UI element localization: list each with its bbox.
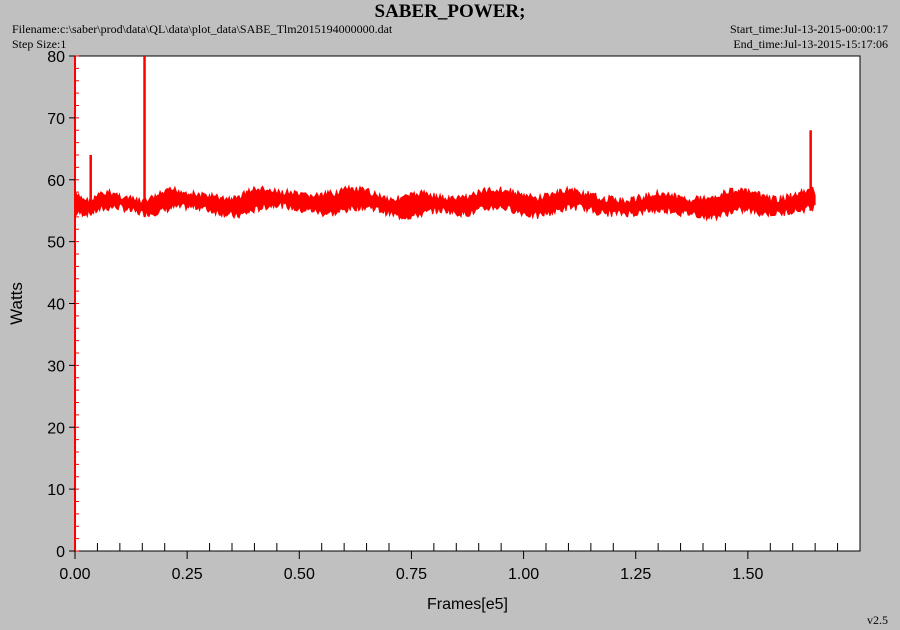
x-tick-label: 1.25 [620,566,651,583]
x-tick-label: 0.75 [396,566,427,583]
y-tick-label: 50 [47,235,65,252]
filename-label: Filename:c:\saber\prod\data\QL\data\plot… [12,22,393,36]
chart-title: SABER_POWER; [374,1,526,22]
x-tick-label: 0.25 [172,566,203,583]
x-tick-label: 0.50 [284,566,315,583]
step-size-label: Step Size:1 [12,37,67,51]
end-time-label: End_time:Jul-13-2015-15:17:06 [733,37,888,51]
y-tick-label: 40 [47,297,65,314]
x-tick-label: 0.00 [59,566,90,583]
series-band [74,184,816,222]
y-axis-label: Watts [7,282,26,325]
y-tick-label: 20 [47,420,65,437]
y-tick-label: 80 [47,49,65,66]
y-tick-label: 30 [47,358,65,375]
axes-layer: 0 10 20 30 40 50 60 70 80 0.00 0.25 0.50 0.75 1.00 1.2… [47,49,839,583]
series-layer [74,56,816,222]
y-tick-label: 0 [56,544,65,561]
start-time-label: Start_time:Jul-13-2015-00:00:17 [730,22,888,36]
x-tick-label: 1.50 [732,566,763,583]
x-tick-label: 1.00 [508,566,539,583]
x-axis-label: Frames[e5] [427,596,508,613]
y-tick-label: 60 [47,173,65,190]
plot-area [74,55,861,552]
y-tick-label: 10 [47,482,65,499]
y-tick-label: 70 [47,111,65,128]
version-label: v2.5 [867,613,888,627]
